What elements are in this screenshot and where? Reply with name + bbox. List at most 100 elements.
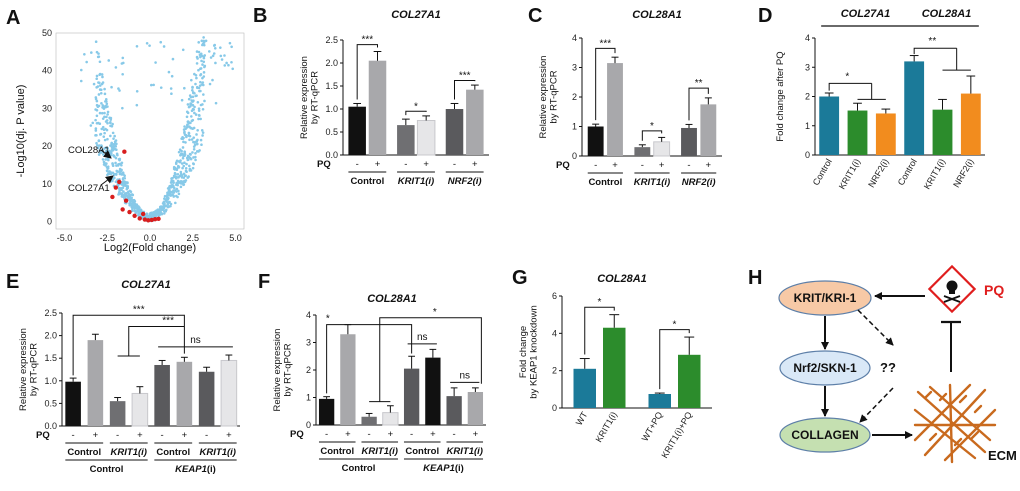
- volcano-point: [94, 40, 98, 44]
- volcano-point: [191, 127, 194, 131]
- volcano-point: [193, 143, 197, 147]
- volcano-point: [200, 143, 203, 146]
- volcano-point: [100, 127, 104, 131]
- volcano-point: [170, 92, 173, 96]
- volcano-point: [195, 133, 198, 136]
- significance-label: *: [673, 320, 677, 331]
- volcano-point: [177, 160, 181, 163]
- volcano-point: [188, 138, 191, 142]
- volcano-point: [100, 73, 104, 76]
- volcano-point: [189, 102, 192, 105]
- volcano-point: [223, 54, 226, 57]
- volcano-hit-point: [140, 211, 146, 217]
- volcano-point: [172, 186, 176, 190]
- volcano-point: [96, 55, 100, 59]
- y-tick-label: 2.5: [44, 308, 57, 318]
- volcano-point: [121, 72, 124, 76]
- volcano-point: [186, 154, 190, 158]
- pq-value: +: [659, 160, 665, 171]
- significance-bracket: [659, 329, 690, 390]
- volcano-point: [190, 119, 194, 123]
- volcano-xtick: 5.0: [229, 233, 242, 243]
- volcano-point: [95, 86, 98, 89]
- pq-value: +: [423, 159, 429, 170]
- group-label: KRIT1(i): [447, 446, 483, 457]
- volcano-point: [198, 149, 201, 152]
- bar: [131, 392, 149, 427]
- volcano-point: [117, 193, 120, 196]
- pq-value: +: [345, 429, 351, 440]
- volcano-point: [172, 190, 175, 194]
- volcano-point: [181, 156, 185, 160]
- group-label: NRF2(i): [682, 177, 716, 188]
- volcano-point: [191, 86, 194, 89]
- volcano-point: [183, 86, 186, 90]
- volcano-point: [196, 100, 200, 104]
- bar: [361, 416, 377, 425]
- volcano-point: [131, 199, 135, 203]
- volcano-point: [180, 98, 184, 102]
- volcano-point: [102, 128, 106, 132]
- volcano-hit-point: [149, 217, 154, 223]
- volcano-point: [115, 142, 118, 146]
- panel-letter-a: A: [6, 7, 20, 29]
- volcano-point: [163, 194, 167, 198]
- panel-letter-d: D: [758, 5, 772, 27]
- volcano-point: [155, 209, 158, 213]
- bar: [573, 368, 596, 408]
- volcano-label-col28a1: COL28A1: [68, 145, 110, 156]
- volcano-point: [105, 102, 109, 106]
- bar: [446, 396, 462, 425]
- volcano-hit-point: [117, 179, 122, 185]
- volcano-point: [106, 167, 110, 170]
- node-krit-label: KRIT/KRI-1: [794, 291, 857, 305]
- volcano-point: [203, 65, 206, 69]
- volcano-point: [179, 153, 183, 157]
- group-label: KRIT1(i): [200, 447, 236, 458]
- volcano-point: [79, 79, 83, 83]
- volcano-point: [166, 202, 170, 205]
- bar: [340, 334, 356, 425]
- significance-label: ***: [361, 35, 373, 46]
- volcano-point: [104, 146, 107, 150]
- y-tick-label: 1.0: [44, 376, 57, 386]
- volcano-point: [190, 78, 193, 82]
- ecm-label: ECM: [988, 448, 1017, 463]
- volcano-point: [114, 161, 117, 165]
- volcano-point: [109, 134, 112, 138]
- volcano-point: [137, 213, 140, 217]
- group-label: KRIT1(i): [111, 447, 147, 458]
- volcano-point: [223, 64, 227, 67]
- y-tick-label: 6: [552, 291, 557, 301]
- bar: [678, 354, 701, 408]
- volcano-point: [92, 82, 96, 86]
- y-tick-label: 2: [552, 366, 557, 376]
- volcano-point: [100, 82, 104, 86]
- volcano-point: [109, 124, 112, 128]
- volcano-hit-point: [120, 207, 125, 212]
- chart-title: COL27A1: [391, 9, 441, 21]
- y-tick-label: 3: [572, 63, 577, 73]
- volcano-point: [197, 113, 201, 117]
- volcano-point: [101, 125, 105, 129]
- volcano-point: [170, 190, 173, 194]
- volcano-point: [161, 202, 165, 205]
- volcano-point: [184, 166, 188, 170]
- pq-value: -: [687, 160, 690, 171]
- group-label: Control: [588, 177, 622, 188]
- volcano-point: [126, 190, 130, 194]
- volcano-point: [189, 126, 192, 130]
- pq-value: +: [473, 429, 479, 440]
- volcano-point: [201, 103, 204, 106]
- volcano-point: [154, 61, 157, 64]
- volcano-point: [150, 83, 153, 87]
- volcano-point: [108, 121, 112, 125]
- y-axis-label: Relative expressionby RT-qPCR: [272, 329, 293, 412]
- volcano-point: [95, 74, 99, 78]
- pq-row-label: PQ: [36, 430, 50, 441]
- volcano-point: [181, 146, 185, 149]
- volcano-point: [183, 131, 186, 135]
- bar: [109, 401, 126, 426]
- volcano-point: [191, 95, 195, 99]
- volcano-point: [183, 125, 186, 128]
